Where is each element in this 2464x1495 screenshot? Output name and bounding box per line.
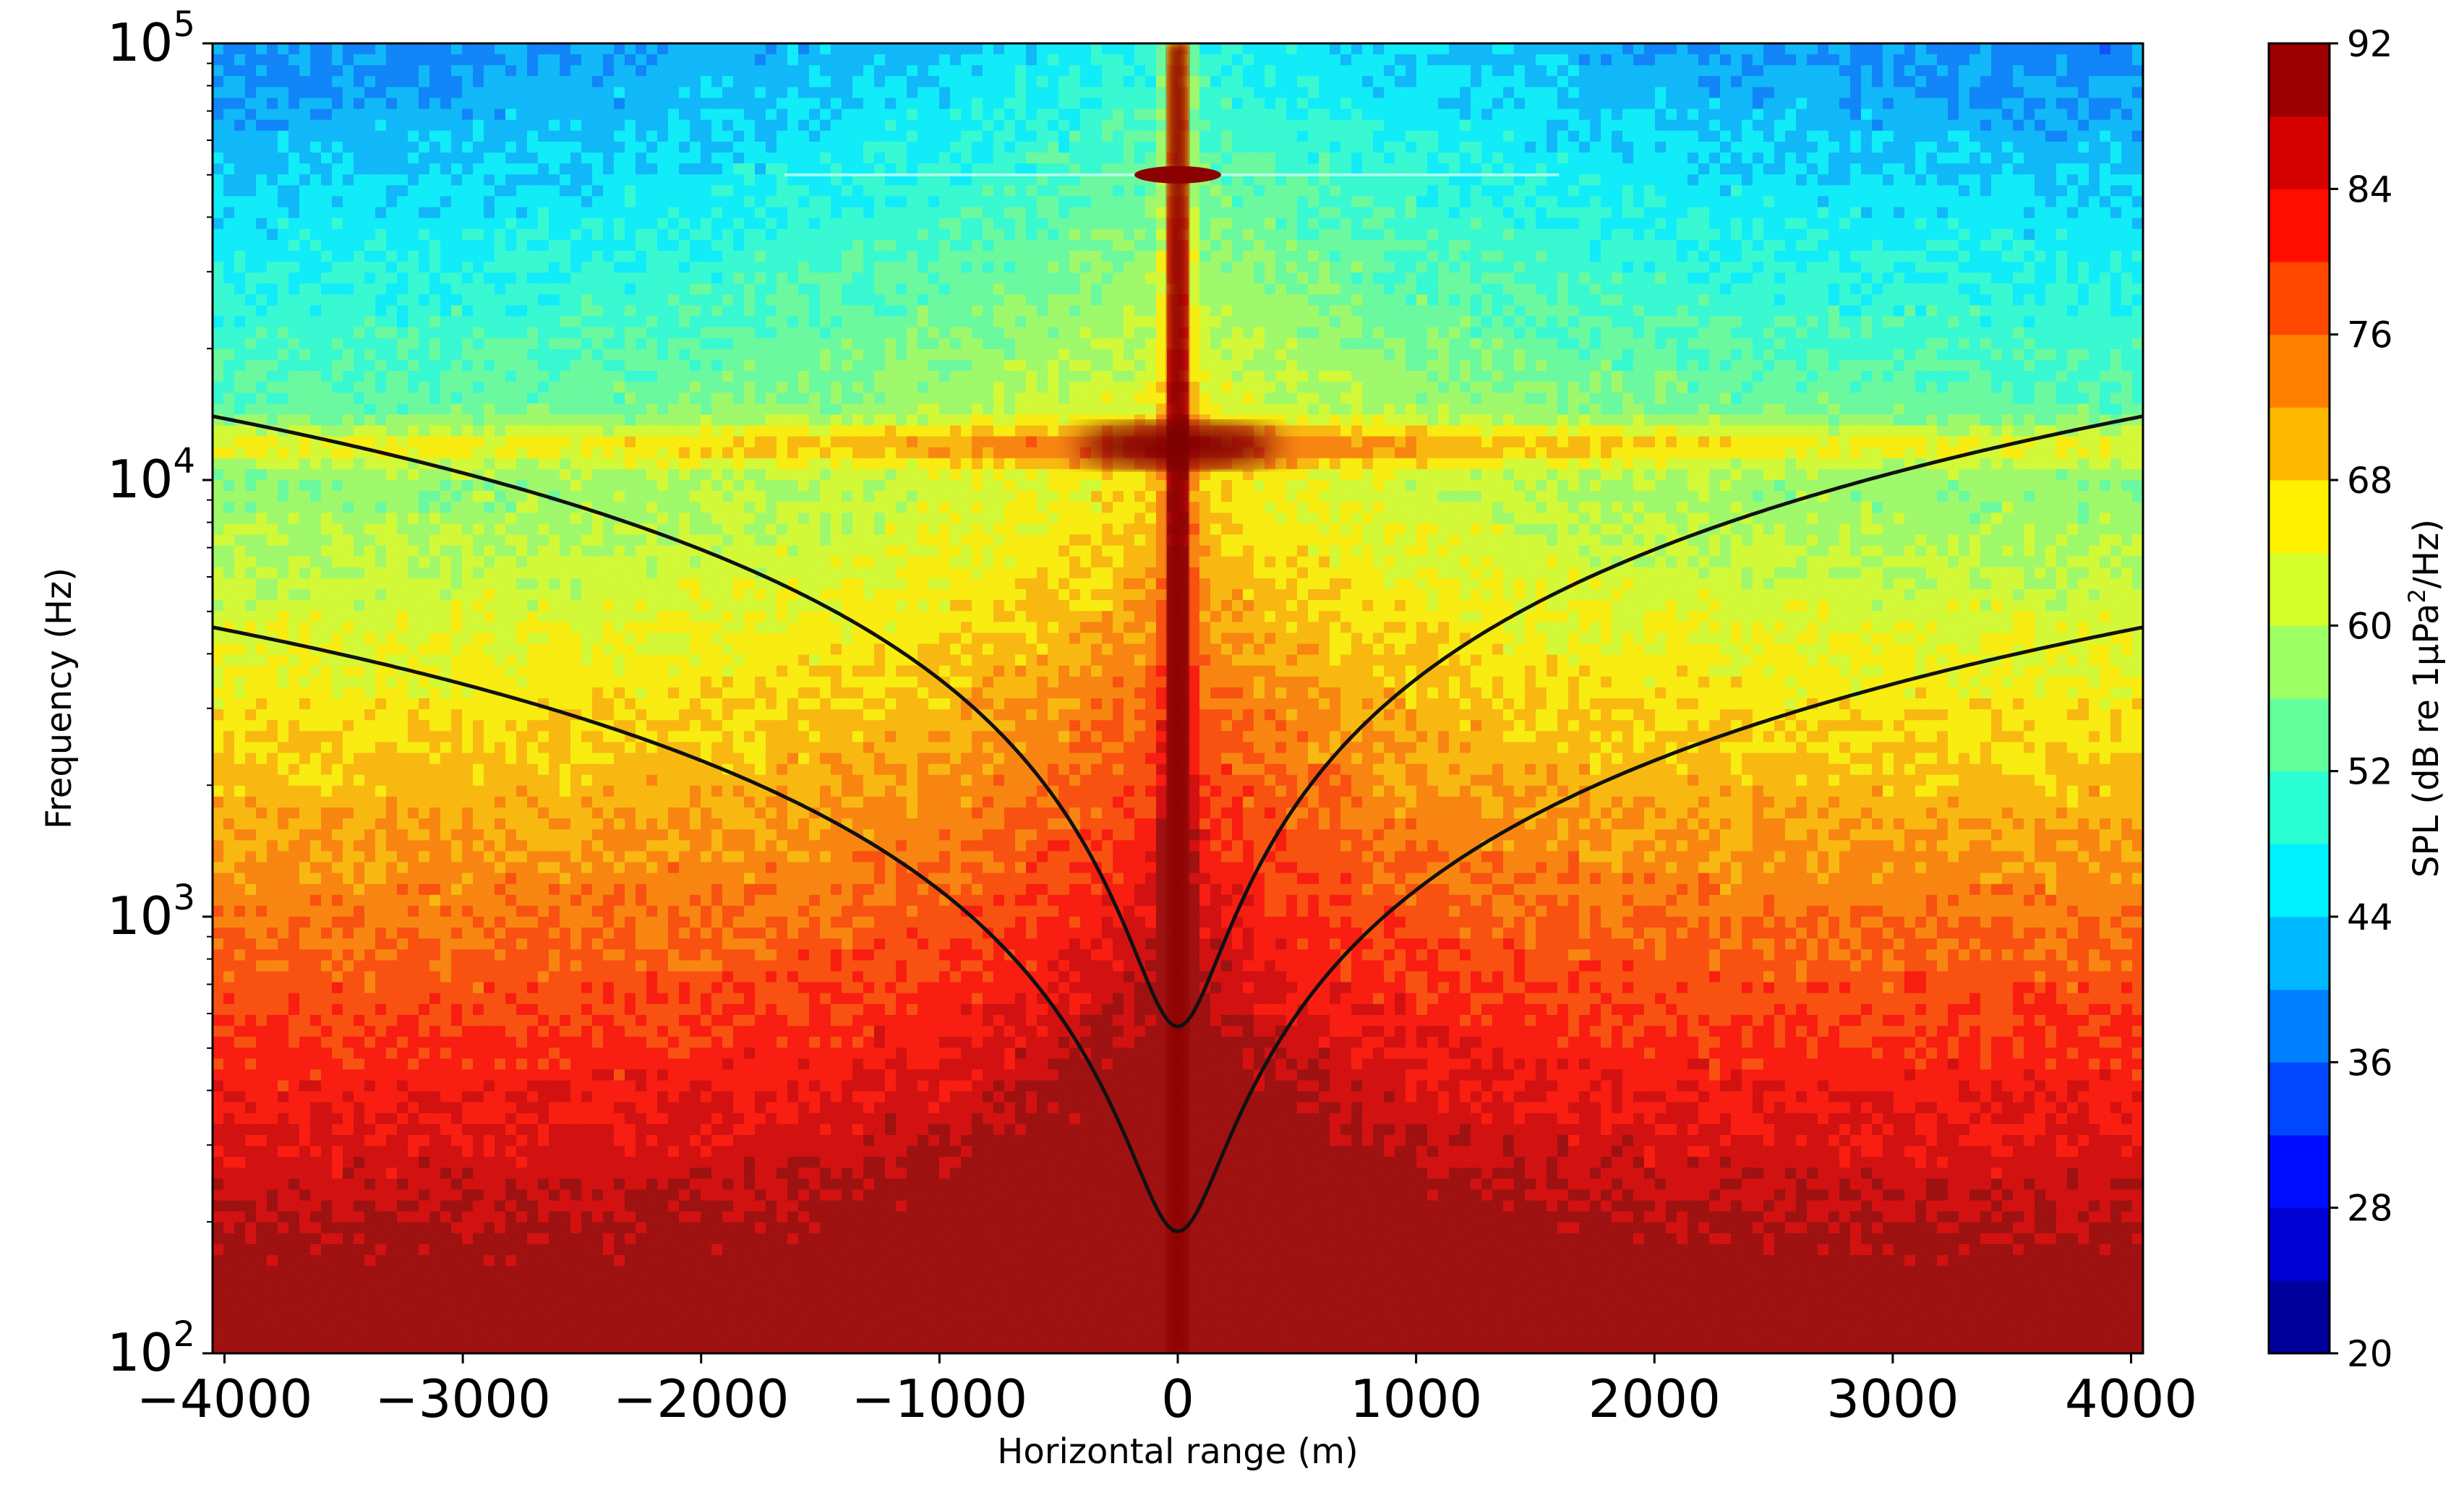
spectrogram-figure: −4000 −3000 −2000 −1000 0 1000 2000 3000 4000 10…	[0, 0, 2464, 1495]
plot-area	[213, 43, 2144, 1354]
